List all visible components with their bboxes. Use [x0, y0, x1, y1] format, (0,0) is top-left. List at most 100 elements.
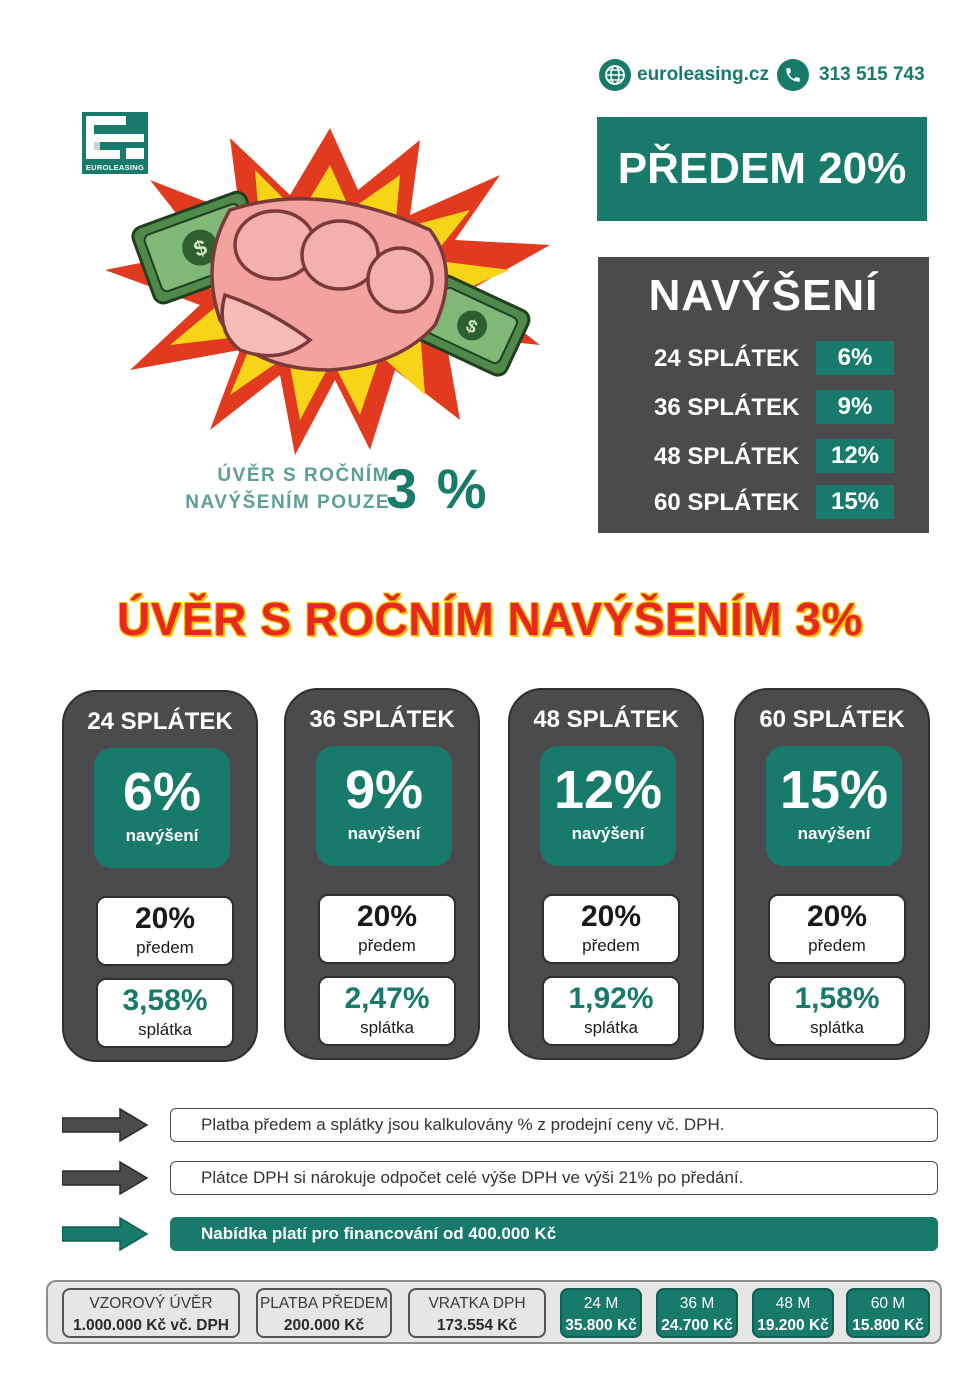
plan-installment-label: splátka	[810, 1018, 864, 1037]
plan-installment-value: 2,47%	[344, 982, 430, 1015]
phone-icon	[777, 59, 809, 91]
upfront-banner: PŘEDEM 20%	[597, 117, 927, 221]
plan-increase-label: navýšení	[797, 824, 871, 843]
summary-48m: 48 M 19.200 Kč	[752, 1288, 834, 1338]
plan-upfront-value: 20%	[134, 902, 196, 935]
globe-icon	[599, 59, 631, 91]
increase-panel: NAVÝŠENÍ 24 SPLÁTEK 6% 36 SPLÁTEK 9% 48 …	[598, 257, 929, 533]
website-contact[interactable]: euroleasing.cz	[599, 58, 769, 92]
increase-row-value: 6%	[816, 341, 894, 375]
increase-row-label: 60 SPLÁTEK	[654, 489, 800, 516]
plan-card-title: 48 SPLÁTEK	[533, 706, 679, 733]
arrow-right-icon	[62, 1108, 148, 1142]
summary-value: 15.800 Kč	[852, 1317, 924, 1334]
increase-row-label: 48 SPLÁTEK	[654, 443, 800, 470]
summary-sample-loan: VZOROVÝ ÚVĚR 1.000.000 Kč vč. DPH	[62, 1288, 240, 1338]
plan-upfront-box: 20% předem	[318, 894, 456, 964]
increase-row-label: 36 SPLÁTEK	[654, 394, 800, 421]
plan-increase-box: 6% navýšení	[94, 748, 230, 868]
plan-card-title: 24 SPLÁTEK	[87, 708, 233, 735]
arrow-right-icon	[62, 1161, 148, 1195]
plan-card-title: 60 SPLÁTEK	[759, 706, 905, 733]
summary-label: 36 M	[679, 1295, 715, 1312]
summary-label: 60 M	[870, 1295, 906, 1312]
plan-card-title: 36 SPLÁTEK	[309, 706, 455, 733]
summary-label: 24 M	[583, 1295, 619, 1312]
plan-installment-box: 1,58% splátka	[768, 976, 906, 1046]
plan-installment-value: 1,92%	[568, 982, 654, 1015]
increase-panel-title: NAVÝŠENÍ	[648, 271, 879, 320]
plan-increase-box: 9% navýšení	[316, 746, 452, 866]
phone-text: 313 515 743	[819, 64, 925, 85]
plan-increase-value: 6%	[122, 762, 202, 822]
plan-upfront-box: 20% předem	[96, 896, 234, 966]
plan-upfront-value: 20%	[806, 900, 868, 933]
summary-value: 19.200 Kč	[757, 1317, 829, 1334]
summary-36m: 36 M 24.700 Kč	[656, 1288, 738, 1338]
increase-row-value: 9%	[816, 390, 894, 424]
hero-percent: 3 %	[386, 457, 489, 520]
plan-installment-label: splátka	[360, 1018, 414, 1037]
hero-caption-line2: NAVÝŠENÍM POUZE	[185, 492, 390, 513]
increase-row-label: 24 SPLÁTEK	[654, 345, 800, 372]
plan-card-24: 24 SPLÁTEK 6% navýšení 20% předem 3,58% …	[62, 690, 258, 1062]
plan-installment-label: splátka	[138, 1020, 192, 1039]
increase-row: 36 SPLÁTEK 9%	[654, 390, 914, 426]
hero-caption: ÚVĚR S ROČNÍM NAVÝŠENÍM POUZE	[150, 462, 390, 516]
euroleasing-logo: EUROLEASING	[82, 112, 148, 174]
summary-label: PLATBA PŘEDEM	[259, 1295, 389, 1312]
arrow-right-icon	[62, 1217, 148, 1251]
increase-row: 24 SPLÁTEK 6%	[654, 341, 914, 377]
phone-contact[interactable]: 313 515 743	[777, 58, 925, 92]
plan-upfront-label: předem	[358, 936, 416, 955]
fist-money-illustration: $ $	[100, 120, 560, 460]
plan-card-36: 36 SPLÁTEK 9% navýšení 20% předem 2,47% …	[284, 688, 480, 1060]
plan-increase-box: 12% navýšení	[540, 746, 676, 866]
summary-value: 35.800 Kč	[565, 1317, 637, 1334]
plan-increase-label: navýšení	[571, 824, 645, 843]
plan-installment-box: 2,47% splátka	[318, 976, 456, 1046]
logo-text: EUROLEASING	[85, 163, 145, 172]
summary-vat-refund: VRATKA DPH 173.554 Kč	[408, 1288, 546, 1338]
plan-installment-label: splátka	[584, 1018, 638, 1037]
increase-row-value: 12%	[816, 439, 894, 473]
increase-row: 60 SPLÁTEK 15%	[654, 485, 914, 521]
plan-card-60: 60 SPLÁTEK 15% navýšení 20% předem 1,58%…	[734, 688, 930, 1060]
plan-card-48: 48 SPLÁTEK 12% navýšení 20% předem 1,92%…	[508, 688, 704, 1060]
summary-value: 173.554 Kč	[436, 1317, 518, 1334]
plan-increase-label: navýšení	[347, 824, 421, 843]
plan-upfront-box: 20% předem	[768, 894, 906, 964]
plan-upfront-box: 20% předem	[542, 894, 680, 964]
plan-installment-box: 3,58% splátka	[96, 978, 234, 1048]
plan-increase-label: navýšení	[125, 826, 199, 845]
note-offer: Nabídka platí pro financování od 400.000…	[170, 1217, 938, 1251]
plan-upfront-label: předem	[136, 938, 194, 957]
summary-value: 1.000.000 Kč vč. DPH	[73, 1317, 229, 1334]
headline: ÚVĚR S ROČNÍM NAVÝŠENÍM 3%	[117, 593, 863, 645]
increase-row: 48 SPLÁTEK 12%	[654, 439, 914, 475]
plan-installment-value: 1,58%	[794, 982, 880, 1015]
note-vat: Plátce DPH si nárokuje odpočet celé výše…	[170, 1161, 938, 1195]
summary-label: VZOROVÝ ÚVĚR	[89, 1295, 213, 1312]
plan-increase-value: 12%	[553, 760, 663, 820]
increase-row-value: 15%	[816, 485, 894, 519]
plan-increase-box: 15% navýšení	[766, 746, 902, 866]
plan-increase-value: 9%	[344, 760, 424, 820]
plan-increase-value: 15%	[779, 760, 889, 820]
summary-label: 48 M	[775, 1295, 811, 1312]
summary-upfront: PLATBA PŘEDEM 200.000 Kč	[256, 1288, 392, 1338]
website-text: euroleasing.cz	[637, 64, 769, 85]
hero-caption-line1: ÚVĚR S ROČNÍM	[217, 465, 390, 486]
summary-label: VRATKA DPH	[428, 1295, 526, 1312]
summary-strip: VZOROVÝ ÚVĚR 1.000.000 Kč vč. DPH PLATBA…	[46, 1280, 942, 1344]
plan-upfront-label: předem	[582, 936, 640, 955]
summary-24m: 24 M 35.800 Kč	[560, 1288, 642, 1338]
plan-upfront-value: 20%	[580, 900, 642, 933]
summary-value: 200.000 Kč	[283, 1317, 365, 1334]
plan-installment-box: 1,92% splátka	[542, 976, 680, 1046]
note-pricing: Platba předem a splátky jsou kalkulovány…	[170, 1108, 938, 1142]
summary-value: 24.700 Kč	[661, 1317, 733, 1334]
plan-upfront-value: 20%	[356, 900, 418, 933]
plan-upfront-label: předem	[808, 936, 866, 955]
summary-60m: 60 M 15.800 Kč	[846, 1288, 930, 1338]
